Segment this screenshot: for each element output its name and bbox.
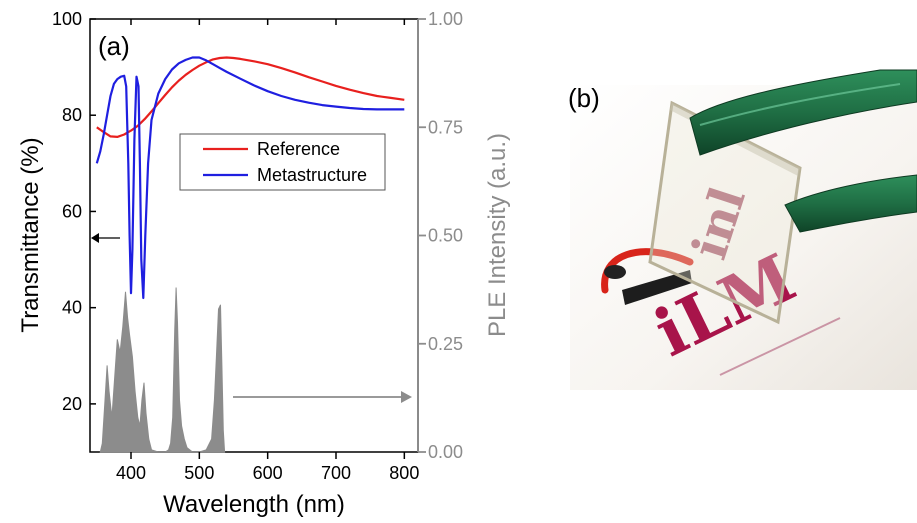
panel-a-label: (a) <box>98 31 130 61</box>
legend-box <box>179 133 386 191</box>
x-tick-label: 700 <box>321 463 351 483</box>
y-tick-label: 20 <box>62 394 82 414</box>
axes: 20 40 60 80 100 400 500 600 700 800 0.00 0.25 0.50 0.… <box>52 9 463 483</box>
plot-frame <box>89 18 419 453</box>
line-reference <box>96 56 405 138</box>
legend-label-reference: Reference <box>257 139 340 159</box>
x-axis-title: Wavelength (nm) <box>163 491 345 518</box>
ple-area <box>99 287 226 453</box>
panel-b-label: (b) <box>568 83 600 113</box>
y2-tick-label: 0.50 <box>428 226 463 246</box>
y2-tick-label: 0.75 <box>428 117 463 137</box>
logo-fine-print <box>719 317 841 376</box>
y2-tick-label: 0.00 <box>428 442 463 462</box>
y-tick-label: 40 <box>62 298 82 318</box>
legend-item-reference: Reference <box>203 139 340 159</box>
legend-label-metastructure: Metastructure <box>257 165 367 185</box>
tweezer-highlight <box>699 83 901 126</box>
logo-dot <box>604 265 626 279</box>
legend: Reference Metastructure <box>179 133 386 191</box>
x-tick-label: 500 <box>184 463 214 483</box>
tweezer-bottom-arm <box>784 174 917 233</box>
logo-dark-bar <box>622 270 692 305</box>
x-tick-label: 400 <box>116 463 146 483</box>
y2-tick-label: 0.25 <box>428 334 463 354</box>
plot-area <box>89 18 419 453</box>
right-axis-arrow <box>233 391 412 403</box>
legend-item-metastructure: Metastructure <box>203 165 367 185</box>
y-tick-label: 60 <box>62 201 82 221</box>
x-tick-label: 800 <box>389 463 419 483</box>
y-tick-label: 80 <box>62 105 82 125</box>
y2-tick-label: 1.00 <box>428 9 463 29</box>
ple-series <box>99 287 226 453</box>
photo-panel-b: iLM inl (b) <box>568 69 917 390</box>
tweezers <box>689 69 917 233</box>
left-axis-arrow <box>91 233 120 243</box>
transmittance-lines <box>95 56 405 300</box>
line-metastructure <box>95 56 405 300</box>
y-axis-title: Transmittance (%) <box>17 137 44 332</box>
y-tick-label: 100 <box>52 9 82 29</box>
logo-swoosh <box>601 248 694 294</box>
chart-panel-a: 20 40 60 80 100 400 500 600 700 800 0.00 0.25 0.50 0.… <box>17 9 511 518</box>
x-tick-label: 600 <box>253 463 283 483</box>
y2-axis-title: PLE Intensity (a.u.) <box>484 133 511 337</box>
